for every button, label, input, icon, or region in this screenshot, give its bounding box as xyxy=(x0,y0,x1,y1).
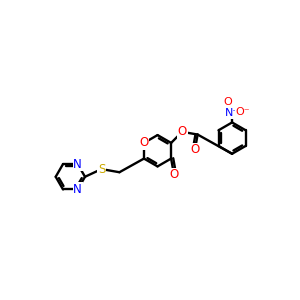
Text: N: N xyxy=(73,183,82,196)
Text: O⁻: O⁻ xyxy=(236,106,250,117)
Text: O: O xyxy=(139,136,148,149)
Text: O: O xyxy=(178,125,187,138)
Text: O: O xyxy=(190,143,200,157)
Text: N⁺: N⁺ xyxy=(225,108,239,118)
Text: S: S xyxy=(98,163,105,176)
Text: O: O xyxy=(223,97,232,107)
Text: N: N xyxy=(73,158,82,171)
Text: O: O xyxy=(169,168,178,181)
